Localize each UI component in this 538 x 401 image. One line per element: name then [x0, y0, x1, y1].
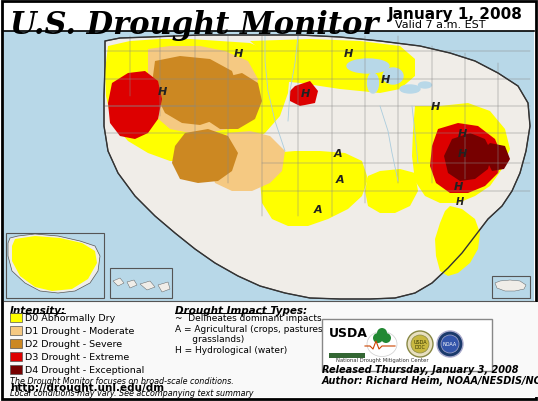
Circle shape	[381, 333, 391, 343]
Circle shape	[411, 335, 429, 353]
Bar	[329, 353, 365, 358]
Text: H: H	[457, 149, 466, 159]
Bar	[322, 319, 492, 371]
Bar	[4, 32, 534, 301]
Ellipse shape	[347, 60, 389, 74]
Polygon shape	[210, 132, 285, 192]
Ellipse shape	[367, 74, 379, 94]
Polygon shape	[113, 278, 124, 286]
Bar	[110, 268, 172, 298]
Bar	[327, 327, 365, 359]
Text: H: H	[343, 49, 352, 59]
Text: USDA
DOC: USDA DOC	[413, 339, 427, 350]
Polygon shape	[290, 82, 318, 107]
Polygon shape	[158, 282, 170, 292]
Bar	[10, 313, 22, 322]
Text: D2 Drought - Severe: D2 Drought - Severe	[25, 339, 122, 348]
Text: H: H	[456, 196, 464, 207]
Text: Valid 7 a.m. EST: Valid 7 a.m. EST	[395, 20, 485, 30]
Text: Author: Richard Heim, NOAA/NESDIS/NCDC: Author: Richard Heim, NOAA/NESDIS/NCDC	[322, 375, 538, 385]
Text: The Drought Monitor focuses on broad-scale conditions.
Local conditions may vary: The Drought Monitor focuses on broad-sca…	[10, 376, 253, 401]
Text: A: A	[314, 205, 322, 215]
Text: A = Agricultural (crops, pastures,: A = Agricultural (crops, pastures,	[175, 325, 325, 334]
Text: D3 Drought - Extreme: D3 Drought - Extreme	[25, 352, 129, 361]
Polygon shape	[108, 72, 162, 140]
Text: Intensity:: Intensity:	[10, 305, 66, 315]
Polygon shape	[486, 144, 510, 172]
Text: H: H	[158, 87, 167, 97]
Circle shape	[407, 331, 433, 357]
Text: USDA: USDA	[329, 326, 368, 339]
Bar	[492, 276, 530, 298]
Polygon shape	[127, 280, 137, 288]
Text: H = Hydrological (water): H = Hydrological (water)	[175, 346, 287, 354]
Bar	[10, 326, 22, 335]
Bar	[10, 365, 22, 374]
Text: A: A	[334, 149, 342, 159]
Text: http://drought.unl.edu/dm: http://drought.unl.edu/dm	[10, 382, 164, 392]
Circle shape	[441, 335, 459, 353]
Polygon shape	[365, 170, 418, 213]
Text: H: H	[454, 182, 463, 192]
Polygon shape	[412, 104, 510, 203]
Text: H: H	[430, 102, 440, 112]
Text: A: A	[336, 174, 344, 184]
Polygon shape	[172, 130, 238, 184]
Polygon shape	[205, 74, 262, 130]
Bar	[4, 302, 538, 397]
Bar	[10, 352, 22, 361]
Polygon shape	[444, 134, 492, 182]
Text: National Drought Mitigation Center: National Drought Mitigation Center	[336, 357, 428, 362]
Polygon shape	[250, 40, 415, 94]
Bar	[10, 339, 22, 348]
Polygon shape	[12, 237, 97, 291]
Text: H: H	[457, 129, 466, 139]
Circle shape	[373, 333, 383, 343]
Ellipse shape	[383, 69, 403, 85]
Polygon shape	[153, 57, 238, 126]
Ellipse shape	[400, 86, 420, 94]
Polygon shape	[495, 280, 526, 291]
Polygon shape	[260, 152, 368, 227]
Polygon shape	[148, 47, 258, 134]
Text: H: H	[233, 49, 243, 59]
Text: ~  Delineates dominant impacts: ~ Delineates dominant impacts	[175, 314, 322, 323]
Text: Released Thursday, January 3, 2008: Released Thursday, January 3, 2008	[322, 364, 519, 374]
Polygon shape	[140, 281, 155, 290]
Text: H: H	[380, 75, 390, 85]
Ellipse shape	[367, 332, 397, 356]
Ellipse shape	[419, 83, 431, 89]
Text: D4 Drought - Exceptional: D4 Drought - Exceptional	[25, 365, 144, 374]
Text: D1 Drought - Moderate: D1 Drought - Moderate	[25, 326, 134, 335]
Bar	[6, 233, 104, 298]
Text: D0 Abnormally Dry: D0 Abnormally Dry	[25, 313, 115, 322]
Polygon shape	[8, 235, 100, 293]
Text: grasslands): grasslands)	[175, 335, 244, 344]
Polygon shape	[430, 124, 502, 194]
Polygon shape	[105, 40, 290, 162]
Text: H: H	[300, 89, 310, 99]
Circle shape	[437, 331, 463, 357]
Polygon shape	[435, 207, 480, 276]
Text: U.S. Drought Monitor: U.S. Drought Monitor	[10, 10, 379, 41]
Text: January 1, 2008: January 1, 2008	[388, 7, 523, 22]
Polygon shape	[104, 36, 530, 299]
Text: Drought Impact Types:: Drought Impact Types:	[175, 305, 307, 315]
Circle shape	[377, 328, 387, 338]
Text: NOAA: NOAA	[443, 342, 457, 346]
